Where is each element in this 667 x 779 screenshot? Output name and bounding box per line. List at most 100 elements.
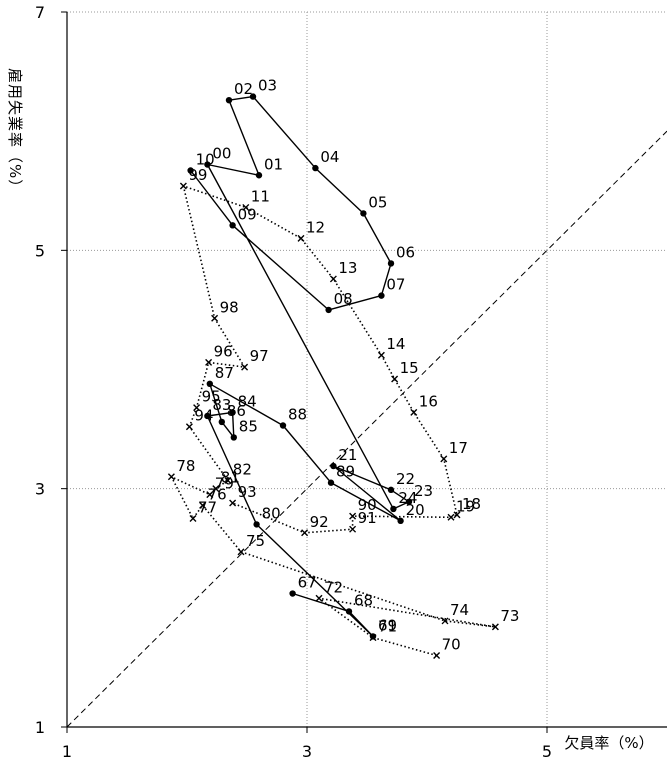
- data-point: [301, 529, 309, 537]
- data-point: [315, 594, 323, 602]
- point-label: 07: [386, 276, 405, 294]
- data-point: [397, 517, 404, 525]
- data-point: [204, 161, 211, 168]
- point-label: 11: [251, 187, 270, 205]
- point-label: 95: [202, 388, 221, 406]
- point-label: 10: [196, 150, 215, 168]
- y-tick-label: 1: [35, 718, 45, 737]
- data-point: [289, 590, 296, 597]
- x-axis-label: 欠員率（%）: [564, 734, 653, 752]
- data-point: [199, 501, 207, 509]
- point-label: 94: [194, 407, 213, 425]
- gridlines: [67, 11, 667, 727]
- point-label: 71: [378, 618, 397, 636]
- data-point: [193, 404, 201, 412]
- data-point: [206, 491, 214, 499]
- point-label: 79: [215, 475, 234, 493]
- data-point: [255, 172, 263, 179]
- data-point: [297, 234, 305, 242]
- point-label: 85: [239, 417, 258, 435]
- x-tick-label: 1: [62, 742, 72, 761]
- point-label: 89: [336, 463, 355, 481]
- data-point: [453, 511, 461, 519]
- data-point: [330, 462, 337, 470]
- data-point: [378, 292, 385, 299]
- point-label: 01: [264, 155, 283, 173]
- point-label: 09: [238, 205, 257, 223]
- point-label: 75: [246, 532, 265, 550]
- point-label: 69: [378, 616, 397, 634]
- data-point: [205, 358, 213, 366]
- point-label: 22: [396, 470, 415, 488]
- point-label: 20: [406, 501, 425, 519]
- point-label: 02: [234, 80, 253, 98]
- point-label: 86: [227, 402, 246, 420]
- data-point: [224, 476, 232, 484]
- data-point: [249, 93, 257, 100]
- point-label: 24: [398, 489, 417, 507]
- data-point: [491, 623, 499, 631]
- data-point: [206, 380, 213, 387]
- x-tick-label: 5: [542, 742, 552, 761]
- data-point: [369, 633, 377, 640]
- point-label: 13: [338, 259, 357, 277]
- point-label: 98: [220, 298, 239, 316]
- data-point: [447, 513, 455, 521]
- y-tick-label: 3: [35, 480, 45, 499]
- x-tick-label: 3: [302, 742, 312, 761]
- data-point: [433, 652, 441, 659]
- y-tick-label: 5: [35, 241, 45, 260]
- data-point: [387, 260, 395, 267]
- data-point: [229, 222, 236, 229]
- point-label: 06: [396, 243, 415, 261]
- data-point: [349, 525, 357, 533]
- data-point: [312, 164, 319, 172]
- data-point: [391, 375, 399, 383]
- point-label: 03: [258, 77, 277, 95]
- point-label: 21: [338, 446, 357, 464]
- data-point: [279, 422, 287, 429]
- data-point: [410, 408, 418, 416]
- data-point: [187, 167, 194, 174]
- data-point: [179, 182, 187, 190]
- point-label: 67: [298, 574, 317, 592]
- data-point: [189, 514, 197, 522]
- data-point: [211, 314, 219, 322]
- data-point: [390, 505, 397, 513]
- point-label: 82: [233, 460, 252, 478]
- point-label: 04: [320, 148, 339, 166]
- data-point: [441, 617, 449, 625]
- point-label: 14: [386, 335, 405, 353]
- point-label: 05: [368, 193, 387, 211]
- data-point: [405, 498, 413, 505]
- point-label: 87: [215, 364, 234, 382]
- point-label: 84: [238, 392, 257, 410]
- point-label: 93: [238, 483, 257, 501]
- point-label: 19: [456, 497, 475, 515]
- point-label: 80: [262, 504, 281, 522]
- point-label: 73: [500, 607, 519, 625]
- data-point: [225, 96, 233, 104]
- point-label: 68: [354, 591, 373, 609]
- data-point: [185, 423, 193, 431]
- point-label: 08: [334, 290, 353, 308]
- data-point: [253, 521, 260, 528]
- data-point: [329, 275, 337, 283]
- data-point: [440, 455, 448, 463]
- point-label: 70: [442, 636, 461, 654]
- data-point: [345, 608, 353, 615]
- series-dotted-line: [167, 182, 499, 659]
- data-point: [218, 418, 225, 426]
- point-label: 88: [288, 406, 307, 424]
- point-label: 15: [400, 359, 419, 377]
- point-label: 72: [324, 578, 343, 596]
- point-label: 81: [221, 469, 240, 487]
- data-point: [325, 306, 332, 314]
- data-point: [167, 473, 175, 481]
- point-label: 99: [188, 166, 207, 184]
- point-label: 00: [212, 145, 231, 163]
- data-point: [349, 512, 357, 520]
